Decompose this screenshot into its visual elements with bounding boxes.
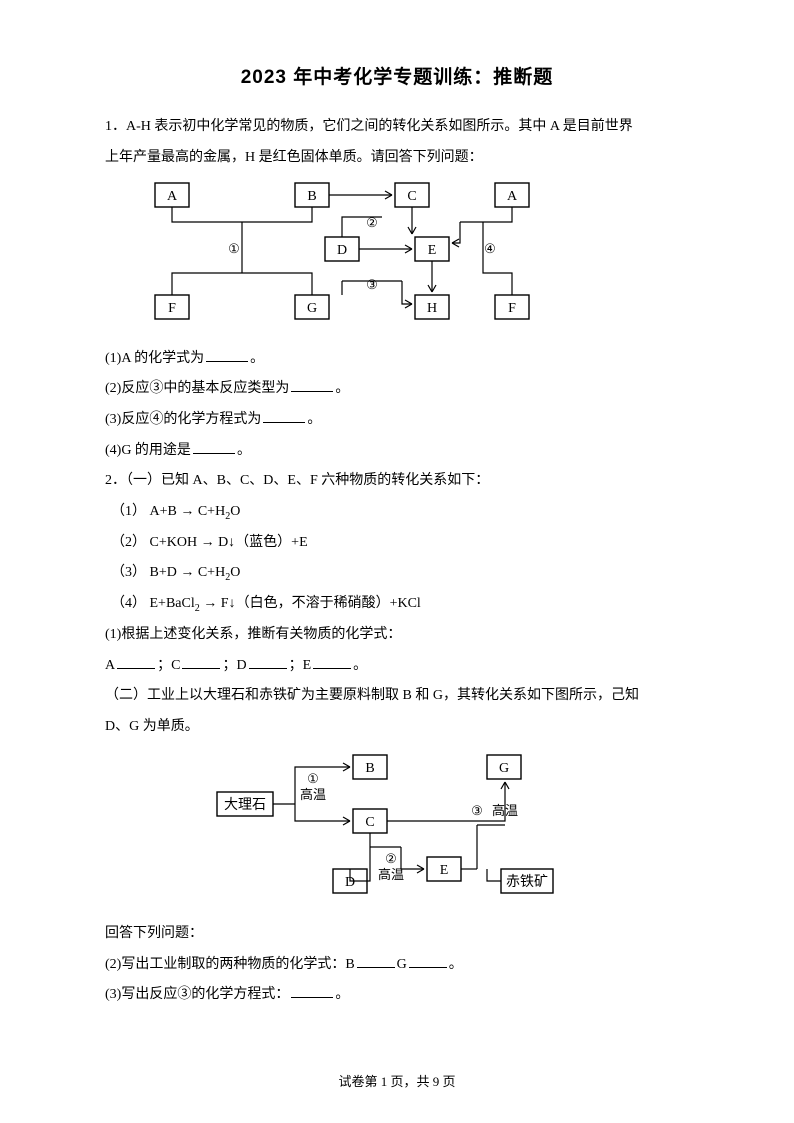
svg-text:C: C (407, 189, 416, 204)
blank (291, 377, 333, 392)
blank (291, 983, 333, 998)
q2-sub2: (2)写出工业制取的两种物质的化学式：BG。 (105, 952, 689, 979)
blank (117, 654, 155, 669)
blank (206, 347, 248, 362)
q1-sub3: (3)反应④的化学方程式为。 (105, 407, 689, 434)
q2-sub3: (3)写出反应③的化学方程式：。 (105, 982, 689, 1009)
q2-fill-line: A；C；D；E。 (105, 653, 689, 680)
svg-text:B: B (307, 189, 316, 204)
q2-eq4: （4） E+BaCl2 → F↓（白色，不溶于稀硝酸）+KCl (105, 591, 689, 618)
blank (409, 953, 447, 968)
q2-intro: 2．（一）已知 A、B、C、D、E、F 六种物质的转化关系如下： (105, 468, 689, 495)
svg-text:D: D (345, 875, 355, 890)
svg-text:A: A (507, 189, 518, 204)
q2-sub1: (1)根据上述变化关系，推断有关物质的化学式： (105, 622, 689, 649)
svg-text:③: ③ (471, 803, 483, 818)
q1-intro-line2: 上年产量最高的金属，H 是红色固体单质。请回答下列问题： (105, 145, 689, 172)
svg-text:赤铁矿: 赤铁矿 (506, 874, 548, 890)
svg-text:E: E (440, 863, 449, 878)
q1-sub4: (4)G 的用途是。 (105, 438, 689, 465)
svg-text:H: H (427, 301, 437, 316)
svg-text:C: C (365, 815, 374, 830)
q1-sub1: (1)A 的化学式为。 (105, 346, 689, 373)
svg-text:D: D (337, 243, 347, 258)
svg-text:F: F (168, 301, 176, 316)
svg-text:B: B (365, 761, 374, 776)
blank (313, 654, 351, 669)
q2-followup: 回答下列问题： (105, 921, 689, 948)
blank (193, 439, 235, 454)
page-footer: 试卷第 1 页，共 9 页 (0, 1070, 794, 1095)
q1-intro-line1: 1．A-H 表示初中化学常见的物质，它们之间的转化关系如图所示。其中 A 是目前… (105, 114, 689, 141)
svg-text:大理石: 大理石 (224, 797, 266, 813)
page-title: 2023 年中考化学专题训练：推断题 (105, 60, 689, 96)
q2-eq2: （2） C+KOH → D↓（蓝色）+E (105, 530, 689, 557)
svg-text:②: ② (385, 851, 397, 866)
blank (182, 654, 220, 669)
blank (249, 654, 287, 669)
svg-text:①: ① (307, 771, 319, 786)
q1-c4: ④ (484, 241, 496, 256)
q2-diagram: ① 高温 ② 高温 ③ 高温 大理石 B C D E G 赤铁矿 (215, 747, 689, 916)
svg-text:高温: 高温 (492, 803, 518, 818)
svg-text:G: G (307, 301, 317, 316)
svg-text:F: F (508, 301, 516, 316)
q1-c1: ① (228, 241, 240, 256)
svg-text:高温: 高温 (300, 787, 326, 802)
q1-diagram: ① ② ③ ④ A B C A D E F G H F (150, 177, 689, 338)
blank (357, 953, 395, 968)
q2-eq1: （1） A+B → C+H2O (105, 499, 689, 526)
q2-part2a: （二）工业上以大理石和赤铁矿为主要原料制取 B 和 G，其转化关系如下图所示，己… (105, 683, 689, 710)
q1-c3: ③ (366, 277, 378, 292)
svg-text:E: E (428, 243, 437, 258)
svg-text:高温: 高温 (378, 867, 404, 882)
svg-text:G: G (499, 761, 509, 776)
svg-text:A: A (167, 189, 178, 204)
q1-sub2: (2)反应③中的基本反应类型为。 (105, 376, 689, 403)
q2-part2b: D、G 为单质。 (105, 714, 689, 741)
q1-c2: ② (366, 215, 378, 230)
q2-eq3: （3） B+D → C+H2O (105, 560, 689, 587)
blank (263, 408, 305, 423)
